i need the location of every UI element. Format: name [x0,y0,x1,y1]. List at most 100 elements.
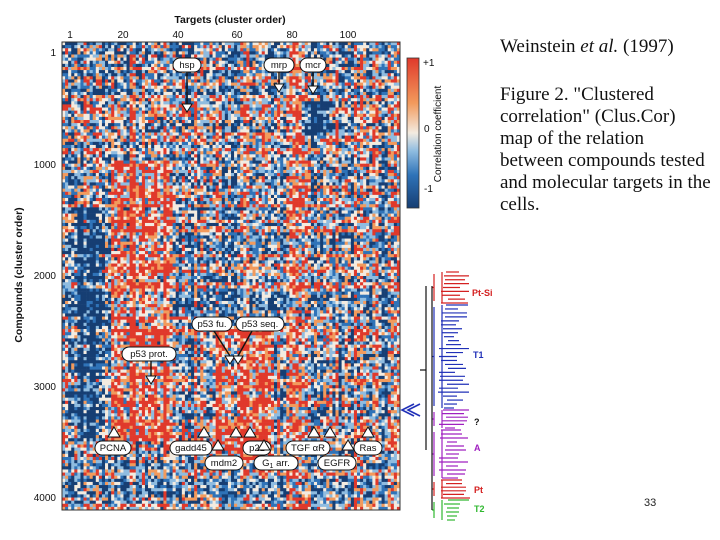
heatmap-cell [375,160,379,164]
heatmap-cell [160,151,164,155]
heatmap-cell [163,85,167,90]
heatmap-cell [98,70,103,74]
heatmap-cell [280,113,284,118]
heatmap-cell [71,163,75,168]
heatmap-cell [101,63,106,68]
heatmap-cell [200,154,204,158]
heatmap-cell [335,66,339,71]
heatmap-cell [151,60,155,65]
heatmap-cell [77,54,81,58]
heatmap-cell [329,85,333,90]
heatmap-cell [68,176,72,180]
heatmap-cell [317,166,321,171]
heatmap-cell [200,160,204,164]
heatmap-cell [301,42,306,46]
heatmap-cell [120,129,124,133]
heatmap-cell [298,88,302,93]
heatmap-cell [178,129,183,133]
heatmap-cell [270,51,275,55]
heatmap-cell [160,154,164,158]
heatmap-cell [138,144,143,149]
heatmap-cell [381,144,385,149]
heatmap-cell [191,54,195,58]
heatmap-cell [317,82,321,86]
heatmap-cell [101,113,106,118]
heatmap-cell [215,169,220,174]
heatmap-cell [295,179,299,183]
heatmap-cell [151,135,155,140]
heatmap-cell [101,57,106,62]
heatmap-cell [243,104,247,108]
heatmap-cell [252,148,256,152]
heatmap-cell [313,169,318,174]
heatmap-cell [369,154,373,158]
heatmap-cell [396,129,401,133]
heatmap-cell [203,98,207,102]
heatmap-cell [141,60,146,65]
heatmap-cell [237,110,241,115]
heatmap-cell [62,85,66,90]
heatmap-cell [313,82,318,86]
heatmap-cell [267,73,272,77]
heatmap-cell [313,73,318,77]
heatmap-cell [62,123,66,127]
heatmap-cell [258,107,263,111]
heatmap-cell [111,63,115,68]
heatmap-cell [261,129,266,133]
heatmap-cell [255,110,259,115]
heatmap-cell [363,82,367,86]
heatmap-cell [360,110,364,115]
heatmap-cell [360,169,364,174]
heatmap-cell [148,157,152,161]
heatmap-cell [313,113,318,118]
heatmap-cell [237,154,241,158]
heatmap-cell [264,76,269,80]
heatmap-cell [178,163,183,168]
heatmap-cell [286,135,290,140]
heatmap-cell [132,126,137,130]
heatmap-cell [378,98,382,102]
heatmap-cell [101,82,106,86]
heatmap-cell [246,48,250,52]
heatmap-cell [375,163,379,168]
heatmap-cell [249,45,253,49]
heatmap-cell [215,88,220,93]
heatmap-cell [338,144,342,149]
heatmap-cell [252,104,256,108]
heatmap-cell [148,104,152,108]
heatmap-cell [387,42,392,46]
heatmap-cell [200,163,204,168]
heatmap-cell [92,163,97,168]
heatmap-cell [197,129,201,133]
heatmap-cell [160,54,164,58]
heatmap-cell [74,123,78,127]
heatmap-cell [86,144,90,149]
heatmap-cell [341,132,345,136]
heatmap-cell [154,126,158,130]
heatmap-cell [246,160,250,164]
heatmap-cell [307,132,312,136]
heatmap-cell [89,107,94,111]
heatmap-cell [92,120,97,124]
heatmap-cell [264,42,269,46]
heatmap-cell [237,148,241,152]
heatmap-cell [144,82,149,86]
heatmap-cell [221,107,226,111]
heatmap-cell [126,63,130,68]
heatmap-cell [369,45,373,49]
heatmap-cell [151,151,155,155]
heatmap-cell [95,179,100,183]
heatmap-cell [298,141,302,146]
heatmap-cell [166,120,170,124]
heatmap-cell [206,144,210,149]
heatmap-cell [347,169,352,174]
heatmap-cell [89,82,94,86]
heatmap-cell [126,95,130,99]
heatmap-cell [65,182,69,186]
heatmap-cell [283,88,287,93]
heatmap-cell [197,179,201,183]
heatmap-cell [178,173,183,177]
heatmap-cell [120,98,124,102]
heatmap-cell [191,173,195,177]
heatmap-cell [178,98,183,102]
